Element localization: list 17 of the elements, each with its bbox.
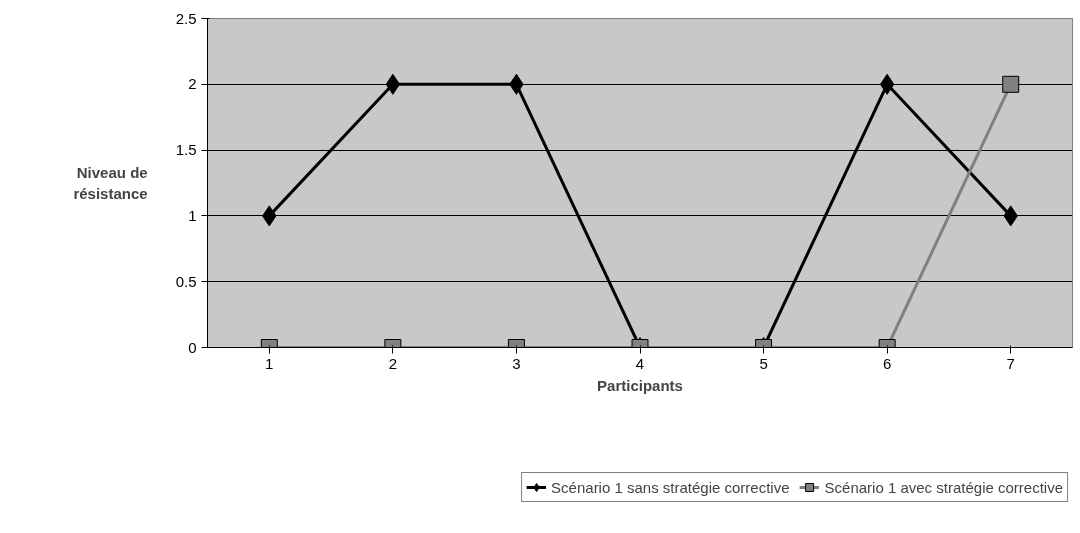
x-tick-label: 4 [635, 354, 645, 372]
legend-label: Scénario 1 avec stratégie corrective [824, 478, 1063, 496]
y-tick-label: 1 [188, 206, 197, 224]
x-tick-label: 3 [512, 354, 521, 372]
x-axis-title: Participants [597, 376, 683, 394]
y-tick-label: 2 [188, 75, 197, 93]
x-tick-label: 6 [882, 354, 892, 372]
y-tick-label: 2.5 [175, 9, 197, 27]
x-tick-label: 7 [1006, 354, 1015, 372]
y-axis-title: Niveau de résistance [73, 164, 148, 202]
x-tick-label: 1 [265, 354, 274, 372]
y-tick-label: 1.5 [175, 141, 197, 159]
x-tick-label: 5 [759, 354, 768, 372]
y-tick-label: 0.5 [175, 272, 197, 290]
y-tick-label: 0 [188, 338, 197, 356]
legend-label: Scénario 1 sans stratégie corrective [551, 478, 790, 496]
x-tick-label: 2 [388, 354, 398, 372]
